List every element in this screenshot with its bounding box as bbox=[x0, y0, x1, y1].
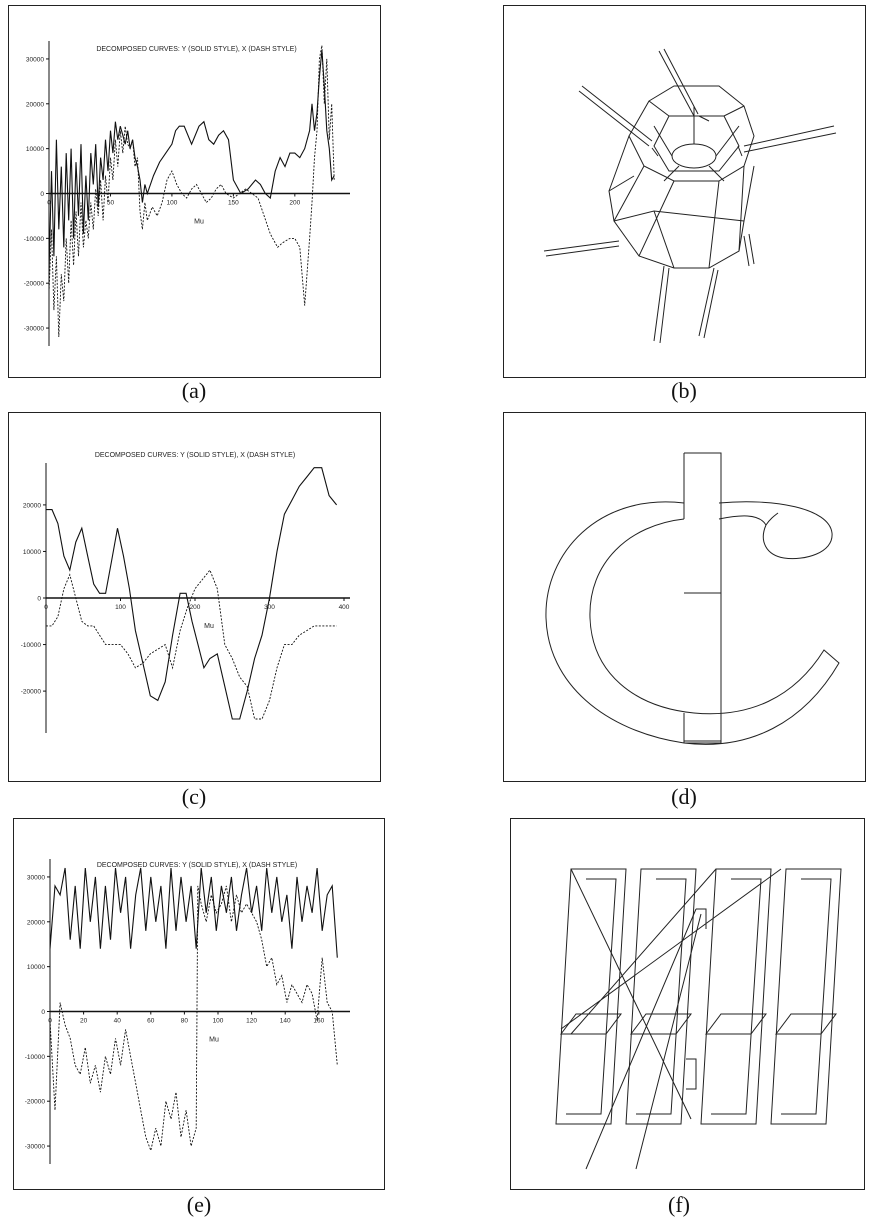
four-column-wireframe bbox=[555, 868, 842, 1170]
y-tick-label: -30000 bbox=[24, 326, 45, 333]
x-axis-label: Mu bbox=[209, 1037, 219, 1044]
y-tick-label: -10000 bbox=[21, 642, 42, 649]
chart-title: DECOMPOSED CURVES: Y (SOLID STYLE), X (D… bbox=[97, 862, 297, 869]
chart-title: DECOMPOSED CURVES: Y (SOLID STYLE), X (D… bbox=[96, 46, 296, 53]
x-tick-label: 20 bbox=[80, 1018, 88, 1025]
outer-c-arc bbox=[545, 501, 840, 745]
x-tick-label: 160 bbox=[313, 1018, 324, 1025]
chart-panel-e: DECOMPOSED CURVES: Y (SOLID STYLE), X (D… bbox=[13, 818, 385, 1190]
upper-hook bbox=[718, 501, 833, 560]
y-tick-label: -20000 bbox=[21, 689, 42, 696]
chart-e: DECOMPOSED CURVES: Y (SOLID STYLE), X (D… bbox=[25, 859, 350, 1164]
x-tick-label: 140 bbox=[280, 1018, 291, 1025]
figure-panel-d bbox=[503, 412, 866, 782]
x-tick-label: 120 bbox=[246, 1018, 257, 1025]
column-1 bbox=[555, 868, 627, 1125]
y-tick-label: 10000 bbox=[23, 549, 41, 556]
x-tick-label: 100 bbox=[213, 1018, 224, 1025]
x-tick-label: 50 bbox=[107, 200, 115, 207]
x-axis-label: Mu bbox=[204, 623, 214, 630]
caption-a: (a) bbox=[181, 378, 207, 403]
column-4 bbox=[770, 868, 842, 1125]
x-tick-label: 60 bbox=[147, 1018, 155, 1025]
y-tick-label: 10000 bbox=[27, 964, 45, 971]
y-tick-label: 20000 bbox=[27, 919, 45, 926]
x-axis-label: Mu bbox=[194, 219, 204, 226]
chart-panel-c: DECOMPOSED CURVES: Y (SOLID STYLE), X (D… bbox=[8, 412, 381, 782]
y-tick-label: 10000 bbox=[26, 146, 44, 153]
caption-e: (e) bbox=[186, 1192, 212, 1217]
y-tick-label: 20000 bbox=[23, 502, 41, 509]
antenna-rods bbox=[543, 48, 837, 344]
y-tick-label: -20000 bbox=[25, 1099, 46, 1106]
figure-panel-f bbox=[510, 818, 865, 1190]
y-tick-label: 0 bbox=[40, 191, 44, 198]
satellite-wireframe bbox=[543, 48, 837, 344]
x-tick-label: 200 bbox=[289, 200, 300, 207]
x-tick-label: 40 bbox=[114, 1018, 122, 1025]
vertical-stem bbox=[683, 452, 722, 744]
caption-d: (d) bbox=[671, 784, 697, 809]
y-tick-label: -20000 bbox=[24, 281, 45, 288]
x-tick-label: 0 bbox=[44, 604, 48, 611]
octagonal-body bbox=[608, 85, 755, 269]
y-tick-label: 30000 bbox=[26, 56, 44, 63]
y-tick-label: 0 bbox=[41, 1009, 45, 1016]
series-x-dash bbox=[46, 569, 337, 720]
phi-symbol-outline bbox=[545, 452, 840, 745]
y-tick-label: 20000 bbox=[26, 101, 44, 108]
series-y-solid bbox=[48, 49, 335, 275]
x-tick-label: 300 bbox=[264, 604, 275, 611]
top-cap bbox=[651, 106, 743, 182]
chart-title: DECOMPOSED CURVES: Y (SOLID STYLE), X (D… bbox=[95, 452, 295, 459]
series-y-solid bbox=[49, 867, 338, 958]
x-tick-label: 80 bbox=[181, 1018, 189, 1025]
figure-panel-b bbox=[503, 5, 866, 378]
x-tick-label: 100 bbox=[166, 200, 177, 207]
y-tick-label: -30000 bbox=[25, 1144, 46, 1151]
x-tick-label: 100 bbox=[115, 604, 126, 611]
series-y-solid bbox=[46, 467, 338, 720]
y-tick-label: -10000 bbox=[25, 1054, 46, 1061]
chart-a: DECOMPOSED CURVES: Y (SOLID STYLE), X (D… bbox=[24, 41, 350, 346]
caption-f: (f) bbox=[668, 1192, 690, 1217]
x-tick-label: 0 bbox=[47, 200, 51, 207]
x-tick-label: 150 bbox=[228, 200, 239, 207]
x-tick-label: 200 bbox=[190, 604, 201, 611]
caption-b: (b) bbox=[671, 378, 697, 403]
y-tick-label: -10000 bbox=[24, 236, 45, 243]
chart-panel-a: DECOMPOSED CURVES: Y (SOLID STYLE), X (D… bbox=[8, 5, 381, 378]
series-x-dash bbox=[49, 885, 338, 1153]
column-3 bbox=[700, 868, 772, 1125]
y-tick-label: 0 bbox=[37, 596, 41, 603]
chart-c: DECOMPOSED CURVES: Y (SOLID STYLE), X (D… bbox=[21, 452, 350, 733]
column-2 bbox=[625, 868, 697, 1125]
diagonal-struts bbox=[560, 868, 782, 1170]
y-tick-label: 30000 bbox=[27, 874, 45, 881]
series-x-dash bbox=[48, 45, 335, 338]
x-tick-label: 400 bbox=[339, 604, 350, 611]
caption-c: (c) bbox=[181, 784, 207, 809]
